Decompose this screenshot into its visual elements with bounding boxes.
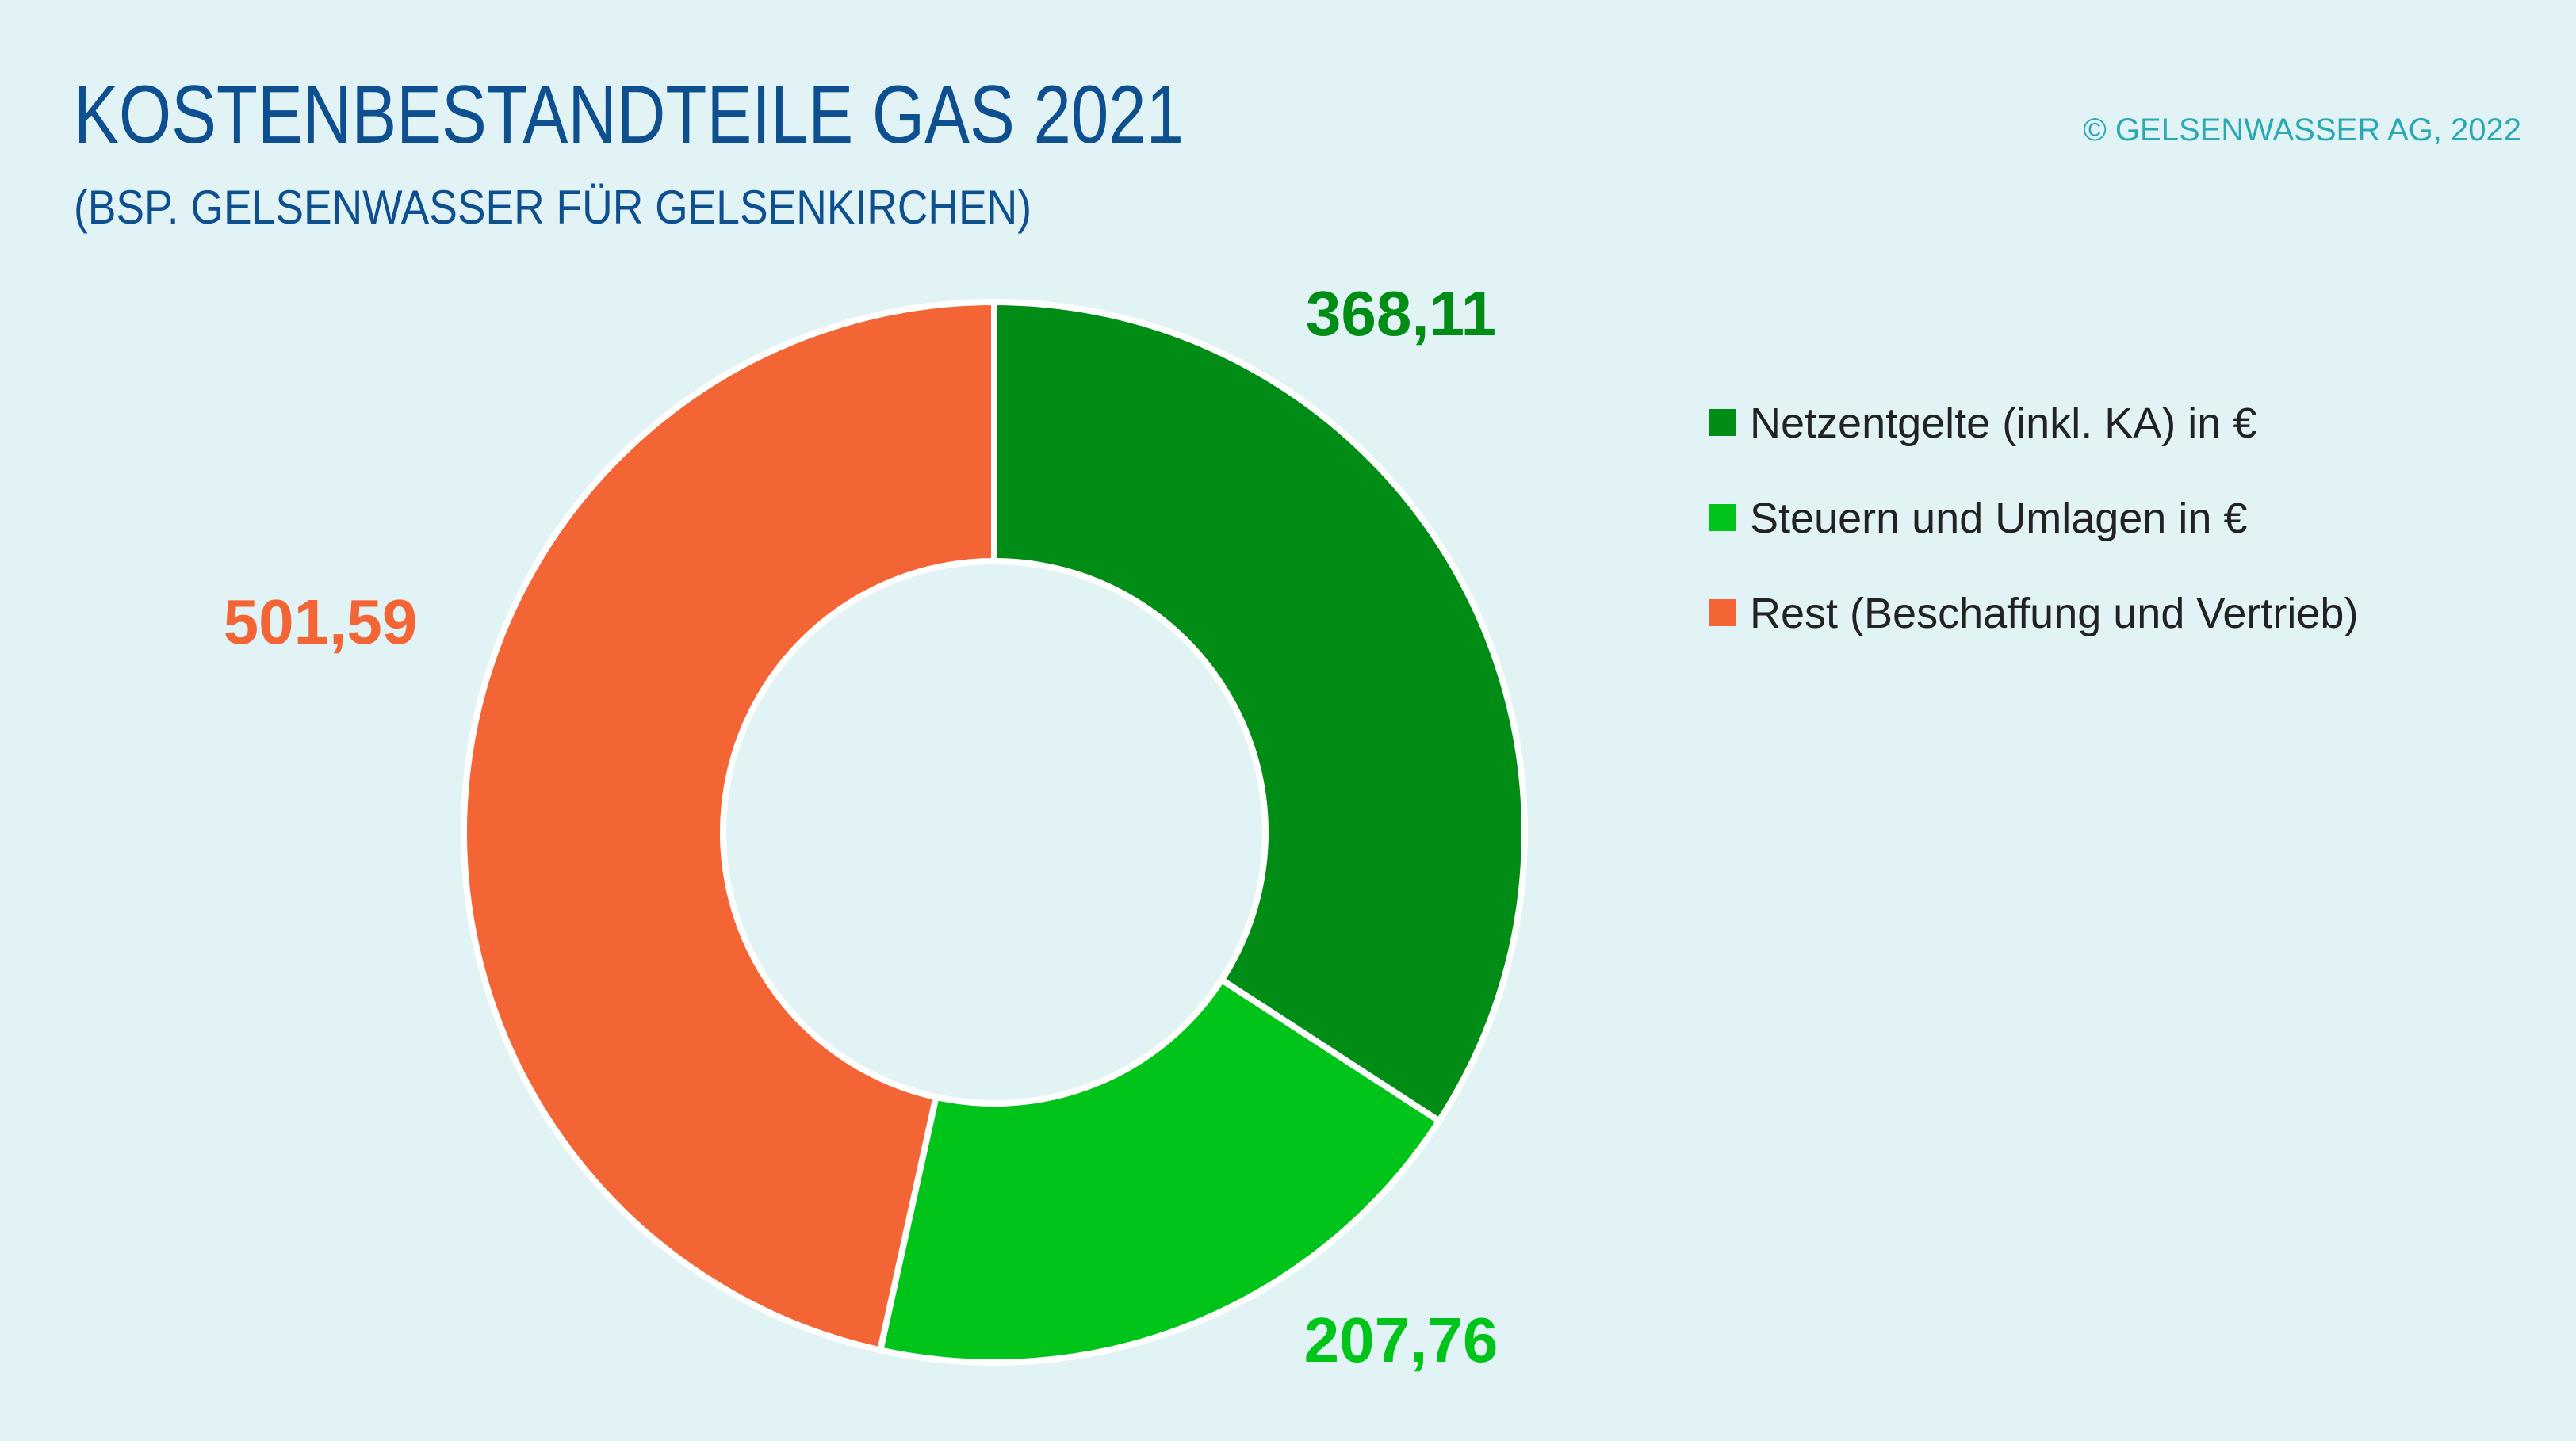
- donut-slice: [876, 975, 1444, 1366]
- source-note: © GELSENWASSER AG, 2022: [2083, 113, 2521, 147]
- legend-swatch: [1709, 504, 1736, 531]
- value-label: 368,11: [1306, 278, 1496, 349]
- value-label: 501,59: [224, 587, 418, 657]
- chart-subtitle: (BSP. GELSENWASSER FÜR GELSENKIRCHEN): [74, 181, 1032, 234]
- donut-slice: [461, 298, 997, 1355]
- chart-title: KOSTENBESTANDTEILE GAS 2021: [74, 69, 1184, 161]
- legend-swatch: [1709, 599, 1736, 626]
- value-label: 207,76: [1304, 1305, 1499, 1375]
- legend-label: Steuern und Umlagen in €: [1750, 495, 2247, 542]
- legend-swatch: [1709, 409, 1736, 436]
- donut-slice: [991, 298, 1529, 1126]
- legend-label: Rest (Beschaffung und Vertrieb): [1750, 590, 2358, 637]
- legend-label: Netzentgelte (inkl. KA) in €: [1750, 399, 2256, 447]
